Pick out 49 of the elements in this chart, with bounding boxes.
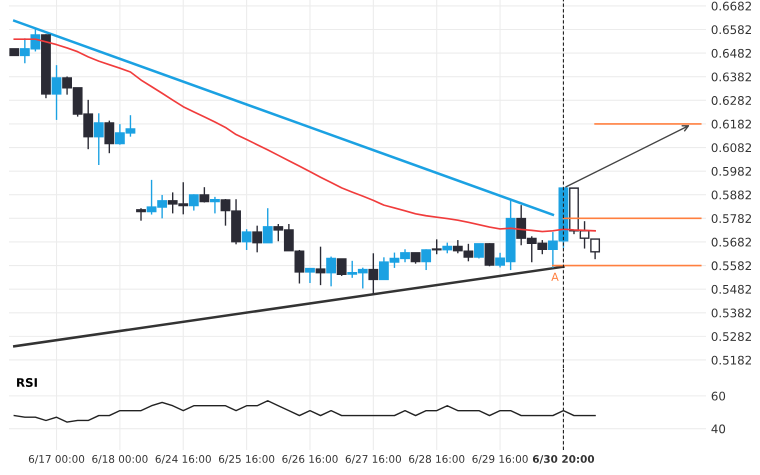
y-tick-label: 0.5982 — [712, 166, 751, 176]
y-tick-label: 0.6382 — [712, 72, 751, 82]
y-tick-label: 40 — [711, 424, 726, 434]
candlestick — [188, 194, 199, 212]
y-tick-label: 0.5482 — [712, 284, 751, 294]
candlestick — [336, 258, 347, 277]
candlestick — [305, 268, 315, 284]
candlestick — [199, 186, 210, 204]
x-tick-label: 6/25 16:00 — [218, 455, 274, 464]
candlestick — [474, 243, 484, 260]
candlestick — [410, 252, 421, 264]
candlestick — [262, 208, 273, 244]
candlestick — [484, 242, 494, 267]
x-tick-label: 6/17 00:00 — [28, 455, 84, 464]
candlestick — [94, 112, 104, 166]
candlestick — [242, 228, 252, 251]
y-tick-label: 0.5582 — [712, 261, 751, 270]
candlestick — [136, 208, 146, 222]
y-tick-label: 0.6082 — [712, 143, 751, 152]
candlestick — [432, 238, 442, 255]
annotation: A — [551, 272, 559, 281]
candlestick — [104, 120, 114, 154]
candlestick — [326, 256, 336, 288]
x-tick-label: 6/29 16:00 — [472, 455, 528, 464]
text: RSI — [17, 378, 37, 387]
x-tick-label: 6/30 20:00 — [532, 455, 594, 464]
candlestick — [252, 224, 262, 254]
y-tick-label: 0.6682 — [712, 2, 751, 11]
candlestick — [316, 246, 326, 286]
candlestick — [52, 64, 62, 121]
y-tick-label: 0.5682 — [712, 238, 751, 247]
candlestick — [421, 248, 432, 271]
x-tick-label: 6/26 16:00 — [282, 455, 338, 464]
x-tick-label: 6/18 00:00 — [92, 455, 148, 464]
x-tick-label: 6/28 16:00 — [409, 455, 464, 464]
x-tick-label: 6/24 16:00 — [156, 455, 211, 464]
y-tick-label: 0.5282 — [712, 332, 751, 342]
y-tick-label: 0.5382 — [712, 308, 751, 318]
y-tick-label: 0.5882 — [712, 190, 751, 200]
candlestick — [442, 242, 452, 254]
y-tick-label: 0.6482 — [712, 48, 751, 58]
y-tick-label: 0.6282 — [712, 96, 751, 105]
y-tick-label: 0.5782 — [712, 214, 751, 223]
x-tick-label: 6/27 16:00 — [346, 455, 402, 464]
candlestick — [210, 196, 220, 214]
y-tick-label: 0.5182 — [712, 356, 751, 365]
y-tick-label: 0.6582 — [712, 25, 751, 34]
y-tick-label: 0.6182 — [712, 120, 751, 129]
y-tick-label: 60 — [712, 392, 726, 401]
